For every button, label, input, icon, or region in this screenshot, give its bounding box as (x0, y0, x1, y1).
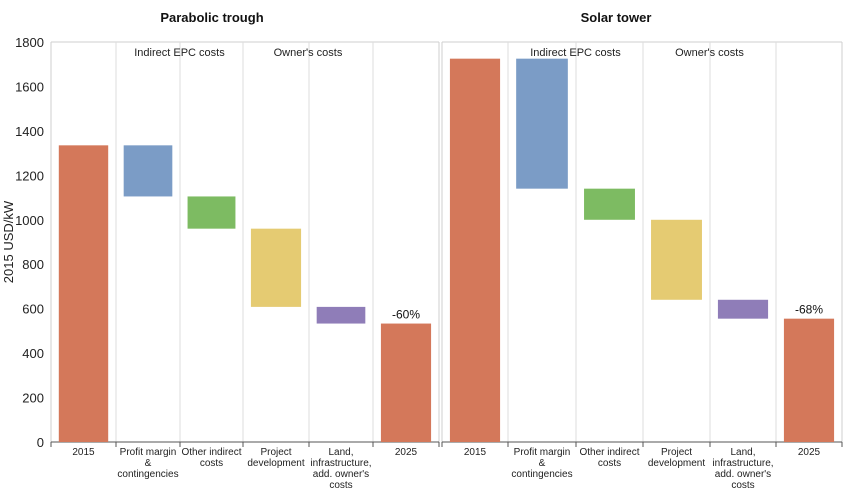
x-tick-label: costs (329, 480, 352, 491)
bar (449, 58, 501, 443)
x-tick-label: 2015 (464, 447, 487, 458)
y-tick-label: 1200 (15, 168, 44, 183)
y-tick-label: 200 (22, 391, 44, 406)
bar (651, 219, 702, 300)
group-header: Owner's costs (274, 47, 343, 59)
y-tick-label: 400 (22, 346, 44, 361)
y-tick-label: 1000 (15, 213, 44, 228)
x-tick-label: 2015 (72, 447, 95, 458)
x-tick-label: costs (731, 480, 754, 491)
x-tick-label: development (648, 458, 705, 469)
reduction-annotation: -68% (795, 303, 823, 317)
x-tick-label: Profit margin (514, 447, 571, 458)
group-header: Indirect EPC costs (530, 47, 621, 59)
x-tick-label: Project (260, 447, 291, 458)
x-tick-label: Other indirect (579, 447, 639, 458)
x-tick-label: contingencies (511, 469, 572, 480)
bar (250, 228, 302, 307)
y-tick-label: 1600 (15, 79, 44, 94)
bar (380, 323, 432, 442)
x-tick-label: costs (200, 458, 223, 469)
bar (123, 145, 173, 197)
bar (717, 299, 769, 319)
y-tick-label: 800 (22, 257, 44, 272)
reduction-annotation: -60% (392, 308, 420, 322)
bar (187, 196, 236, 229)
x-tick-label: & (539, 458, 546, 469)
bar (316, 306, 366, 324)
x-tick-label: Land, (328, 447, 353, 458)
x-tick-label: Project (661, 447, 692, 458)
bar (783, 318, 835, 442)
x-tick-label: 2025 (798, 447, 821, 458)
x-tick-label: infrastructure, (310, 458, 371, 469)
x-tick-label: & (145, 458, 152, 469)
group-header: Owner's costs (675, 47, 744, 59)
y-tick-label: 600 (22, 302, 44, 317)
x-tick-label: add. owner's (715, 469, 771, 480)
y-axis-label: 2015 USD/kW (1, 200, 16, 283)
y-tick-label: 1400 (15, 124, 44, 139)
x-tick-label: contingencies (117, 469, 178, 480)
bar (584, 188, 635, 220)
x-tick-label: Other indirect (181, 447, 241, 458)
y-tick-label: 1800 (15, 35, 44, 50)
x-tick-label: infrastructure, (712, 458, 773, 469)
y-tick-label: 0 (37, 435, 44, 450)
panel-title: Solar tower (581, 10, 652, 25)
x-tick-label: development (247, 458, 304, 469)
panel-title: Parabolic trough (160, 10, 263, 25)
x-tick-label: costs (598, 458, 621, 469)
x-tick-label: Profit margin (120, 447, 177, 458)
bar (58, 145, 109, 443)
bar (516, 58, 568, 189)
group-header: Indirect EPC costs (134, 47, 225, 59)
x-tick-label: 2025 (395, 447, 418, 458)
x-tick-label: Land, (730, 447, 755, 458)
x-tick-label: add. owner's (313, 469, 369, 480)
